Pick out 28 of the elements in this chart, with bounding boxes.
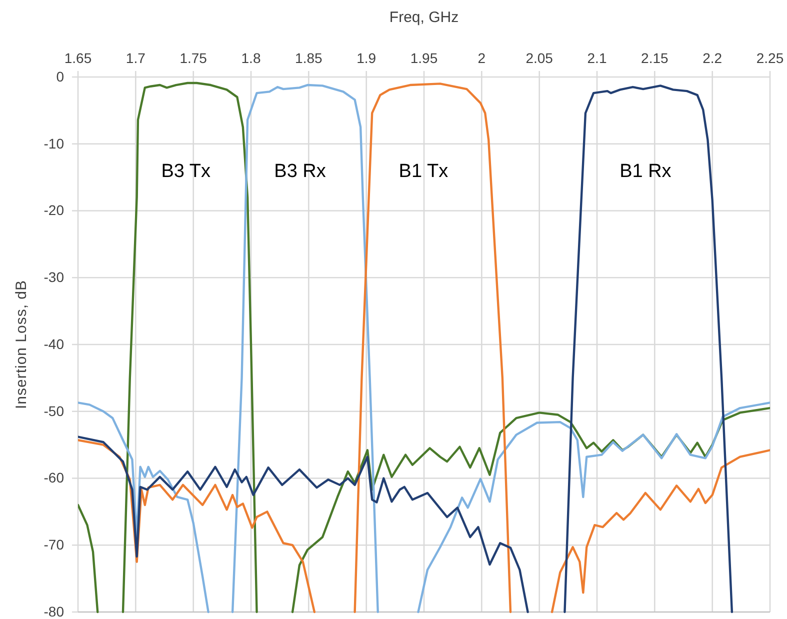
- x-tick-label: 2.05: [526, 50, 554, 66]
- x-tick-label: 1.8: [241, 50, 261, 66]
- x-tick-label: 2.15: [641, 50, 669, 66]
- series-label: B3 Rx: [274, 161, 326, 182]
- x-tick-label: 2.2: [702, 50, 722, 66]
- x-tick-label: 2.1: [587, 50, 607, 66]
- y-tick-label: -20: [44, 202, 64, 218]
- x-tick-label: 2: [478, 50, 486, 66]
- y-tick-label: -10: [44, 135, 64, 152]
- series-label: B3 Tx: [161, 161, 211, 182]
- y-tick-label: -70: [44, 536, 64, 553]
- y-tick-label: -50: [44, 402, 64, 419]
- series-label: B1 Tx: [398, 161, 449, 182]
- y-tick-label: 0: [56, 68, 64, 84]
- x-axis-title: Freq, GHz: [389, 9, 459, 26]
- y-tick-label: -30: [44, 269, 64, 286]
- y-axis-title: Insertion Loss, dB: [13, 280, 30, 410]
- x-tick-label: 2.25: [756, 50, 784, 66]
- x-tick-label: 1.75: [180, 50, 208, 66]
- y-tick-label: -40: [44, 336, 64, 352]
- x-tick-label: 1.7: [126, 50, 146, 66]
- x-tick-label: 1.95: [410, 50, 438, 66]
- series-label: B1 Rx: [620, 161, 672, 182]
- x-tick-label: 1.65: [64, 50, 92, 66]
- x-tick-label: 1.9: [356, 50, 376, 66]
- x-tick-label: 1.85: [295, 50, 323, 66]
- y-tick-label: -80: [44, 603, 64, 619]
- y-tick-label: -60: [44, 470, 64, 486]
